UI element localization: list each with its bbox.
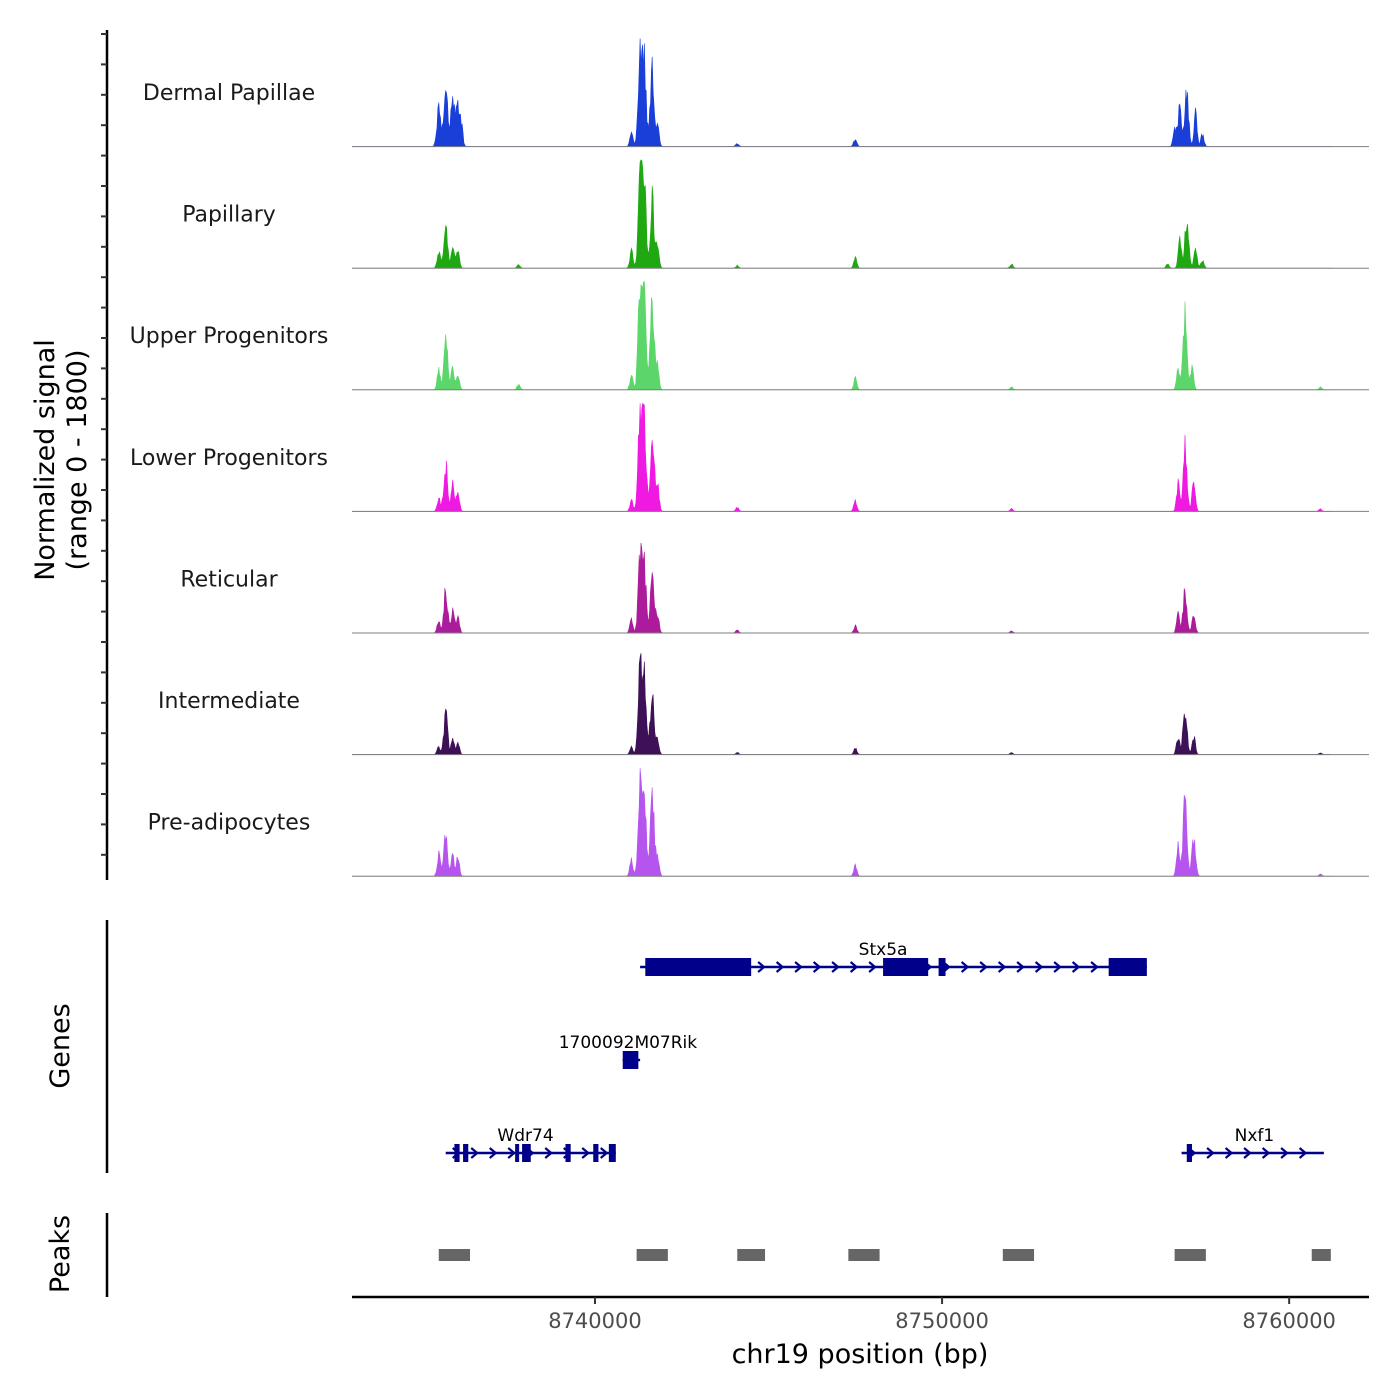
genes-panel: Genes Stx5a 1700092M07Rik Wdr74 Nxf1: [45, 920, 1324, 1173]
coverage-area-upper-progenitors: [352, 281, 1331, 391]
strand-arrow-icon: [868, 961, 877, 973]
strand-arrow-icon: [600, 1147, 609, 1159]
strand-arrow-icon: [757, 961, 766, 973]
coverage-area-reticular: [352, 542, 1331, 634]
strand-arrow-icon: [1298, 1147, 1308, 1159]
y-axis-title: Normalized signal (range 0 - 1800): [30, 339, 93, 581]
track-label-reticular: Reticular: [180, 567, 278, 592]
exon-nxf1: [1186, 1144, 1192, 1162]
exon-wdr74: [565, 1144, 571, 1162]
x-tick-label: 8740000: [548, 1309, 642, 1333]
exon-wdr74: [522, 1144, 531, 1162]
coverage-area-intermediate: [352, 653, 1331, 755]
strand-arrow-icon: [1034, 961, 1044, 973]
strand-arrow-icon: [1071, 961, 1081, 973]
genes-panel-title: Genes: [45, 1003, 76, 1088]
strand-arrow-icon: [1053, 961, 1062, 973]
track-label-upper-progenitors: Upper Progenitors: [130, 324, 329, 349]
coverage-area-papillary: [352, 159, 1331, 269]
strand-arrow-icon: [1280, 1147, 1289, 1159]
gene-label-wdr74: Wdr74: [497, 1126, 553, 1146]
track-label-papillary: Papillary: [182, 203, 276, 228]
peak-region: [1174, 1249, 1206, 1261]
strand-arrow-icon: [1261, 1147, 1271, 1159]
coverage-tracks: [352, 38, 1369, 877]
exon-wdr74: [454, 1144, 460, 1162]
x-axis-title: chr19 position (bp): [732, 1339, 989, 1370]
strand-arrow-icon: [507, 1147, 516, 1159]
strand-arrow-icon: [544, 1147, 553, 1159]
gene-label-1700092m07rik: 1700092M07Rik: [559, 1033, 698, 1053]
track-label-intermediate: Intermediate: [158, 689, 300, 714]
x-tick-label: 8750000: [895, 1309, 989, 1333]
strand-arrow-icon: [812, 961, 822, 973]
gene-wdr74: Wdr74: [445, 1126, 616, 1162]
strand-arrow-icon: [1224, 1147, 1234, 1159]
x-tick-label: 8760000: [1242, 1309, 1336, 1333]
track-label-dermal-papillae: Dermal Papillae: [143, 81, 315, 106]
coverage-area-pre-adipocytes: [352, 768, 1331, 877]
x-axis: chr19 position (bp) 8740000 8750000 876000…: [352, 1295, 1369, 1370]
peak-region: [636, 1249, 668, 1261]
strand-arrow-icon: [997, 961, 1007, 973]
strand-arrow-icon: [1016, 961, 1025, 973]
exon-1700092m07rik: [622, 1051, 639, 1069]
strand-arrow-icon: [979, 961, 988, 973]
gene-label-nxf1: Nxf1: [1235, 1126, 1275, 1146]
peak-region: [737, 1249, 766, 1261]
peak-region: [438, 1249, 471, 1261]
track-label-pre-adipocytes: Pre-adipocytes: [148, 811, 311, 836]
peak-region: [1311, 1249, 1331, 1261]
track-labels: Dermal Papillae Papillary Upper Progenitor…: [130, 81, 329, 836]
exon-wdr74: [608, 1144, 616, 1162]
exon-wdr74: [593, 1144, 599, 1162]
peaks-panel-title: Peaks: [45, 1215, 76, 1293]
strand-arrow-icon: [1206, 1147, 1215, 1159]
strand-arrow-icon: [794, 961, 803, 973]
exon-wdr74: [463, 1144, 469, 1162]
strand-arrow-icon: [1090, 961, 1099, 973]
coverage-area-dermal-papillae: [352, 38, 1331, 147]
exon-stx5a: [883, 958, 929, 976]
exon-stx5a: [938, 958, 946, 976]
gene-nxf1: Nxf1: [1181, 1126, 1324, 1162]
y-axis-title-main: Normalized signal: [30, 339, 61, 581]
y-axis-title-range: (range 0 - 1800): [62, 350, 93, 571]
exon-wdr74: [515, 1144, 520, 1162]
peak-region: [1002, 1249, 1035, 1261]
track-label-lower-progenitors: Lower Progenitors: [130, 446, 328, 471]
peaks-panel: Peaks: [45, 1213, 1331, 1297]
strand-arrow-icon: [489, 1147, 498, 1159]
signal-axis: [101, 30, 109, 880]
gene-stx5a: Stx5a: [640, 940, 1147, 976]
peak-region: [848, 1249, 880, 1261]
exon-stx5a: [1108, 958, 1147, 976]
exon-stx5a: [645, 958, 752, 976]
coverage-area-lower-progenitors: [352, 402, 1331, 512]
strand-arrow-icon: [775, 961, 785, 973]
strand-arrow-icon: [831, 961, 840, 973]
gene-label-stx5a: Stx5a: [859, 940, 908, 960]
strand-arrow-icon: [960, 961, 970, 973]
gene-1700092m07rik: 1700092M07Rik: [559, 1033, 698, 1069]
strand-arrow-icon: [470, 1147, 479, 1159]
strand-arrow-icon: [1243, 1147, 1252, 1159]
strand-arrow-icon: [581, 1147, 590, 1159]
strand-arrow-icon: [849, 961, 859, 973]
